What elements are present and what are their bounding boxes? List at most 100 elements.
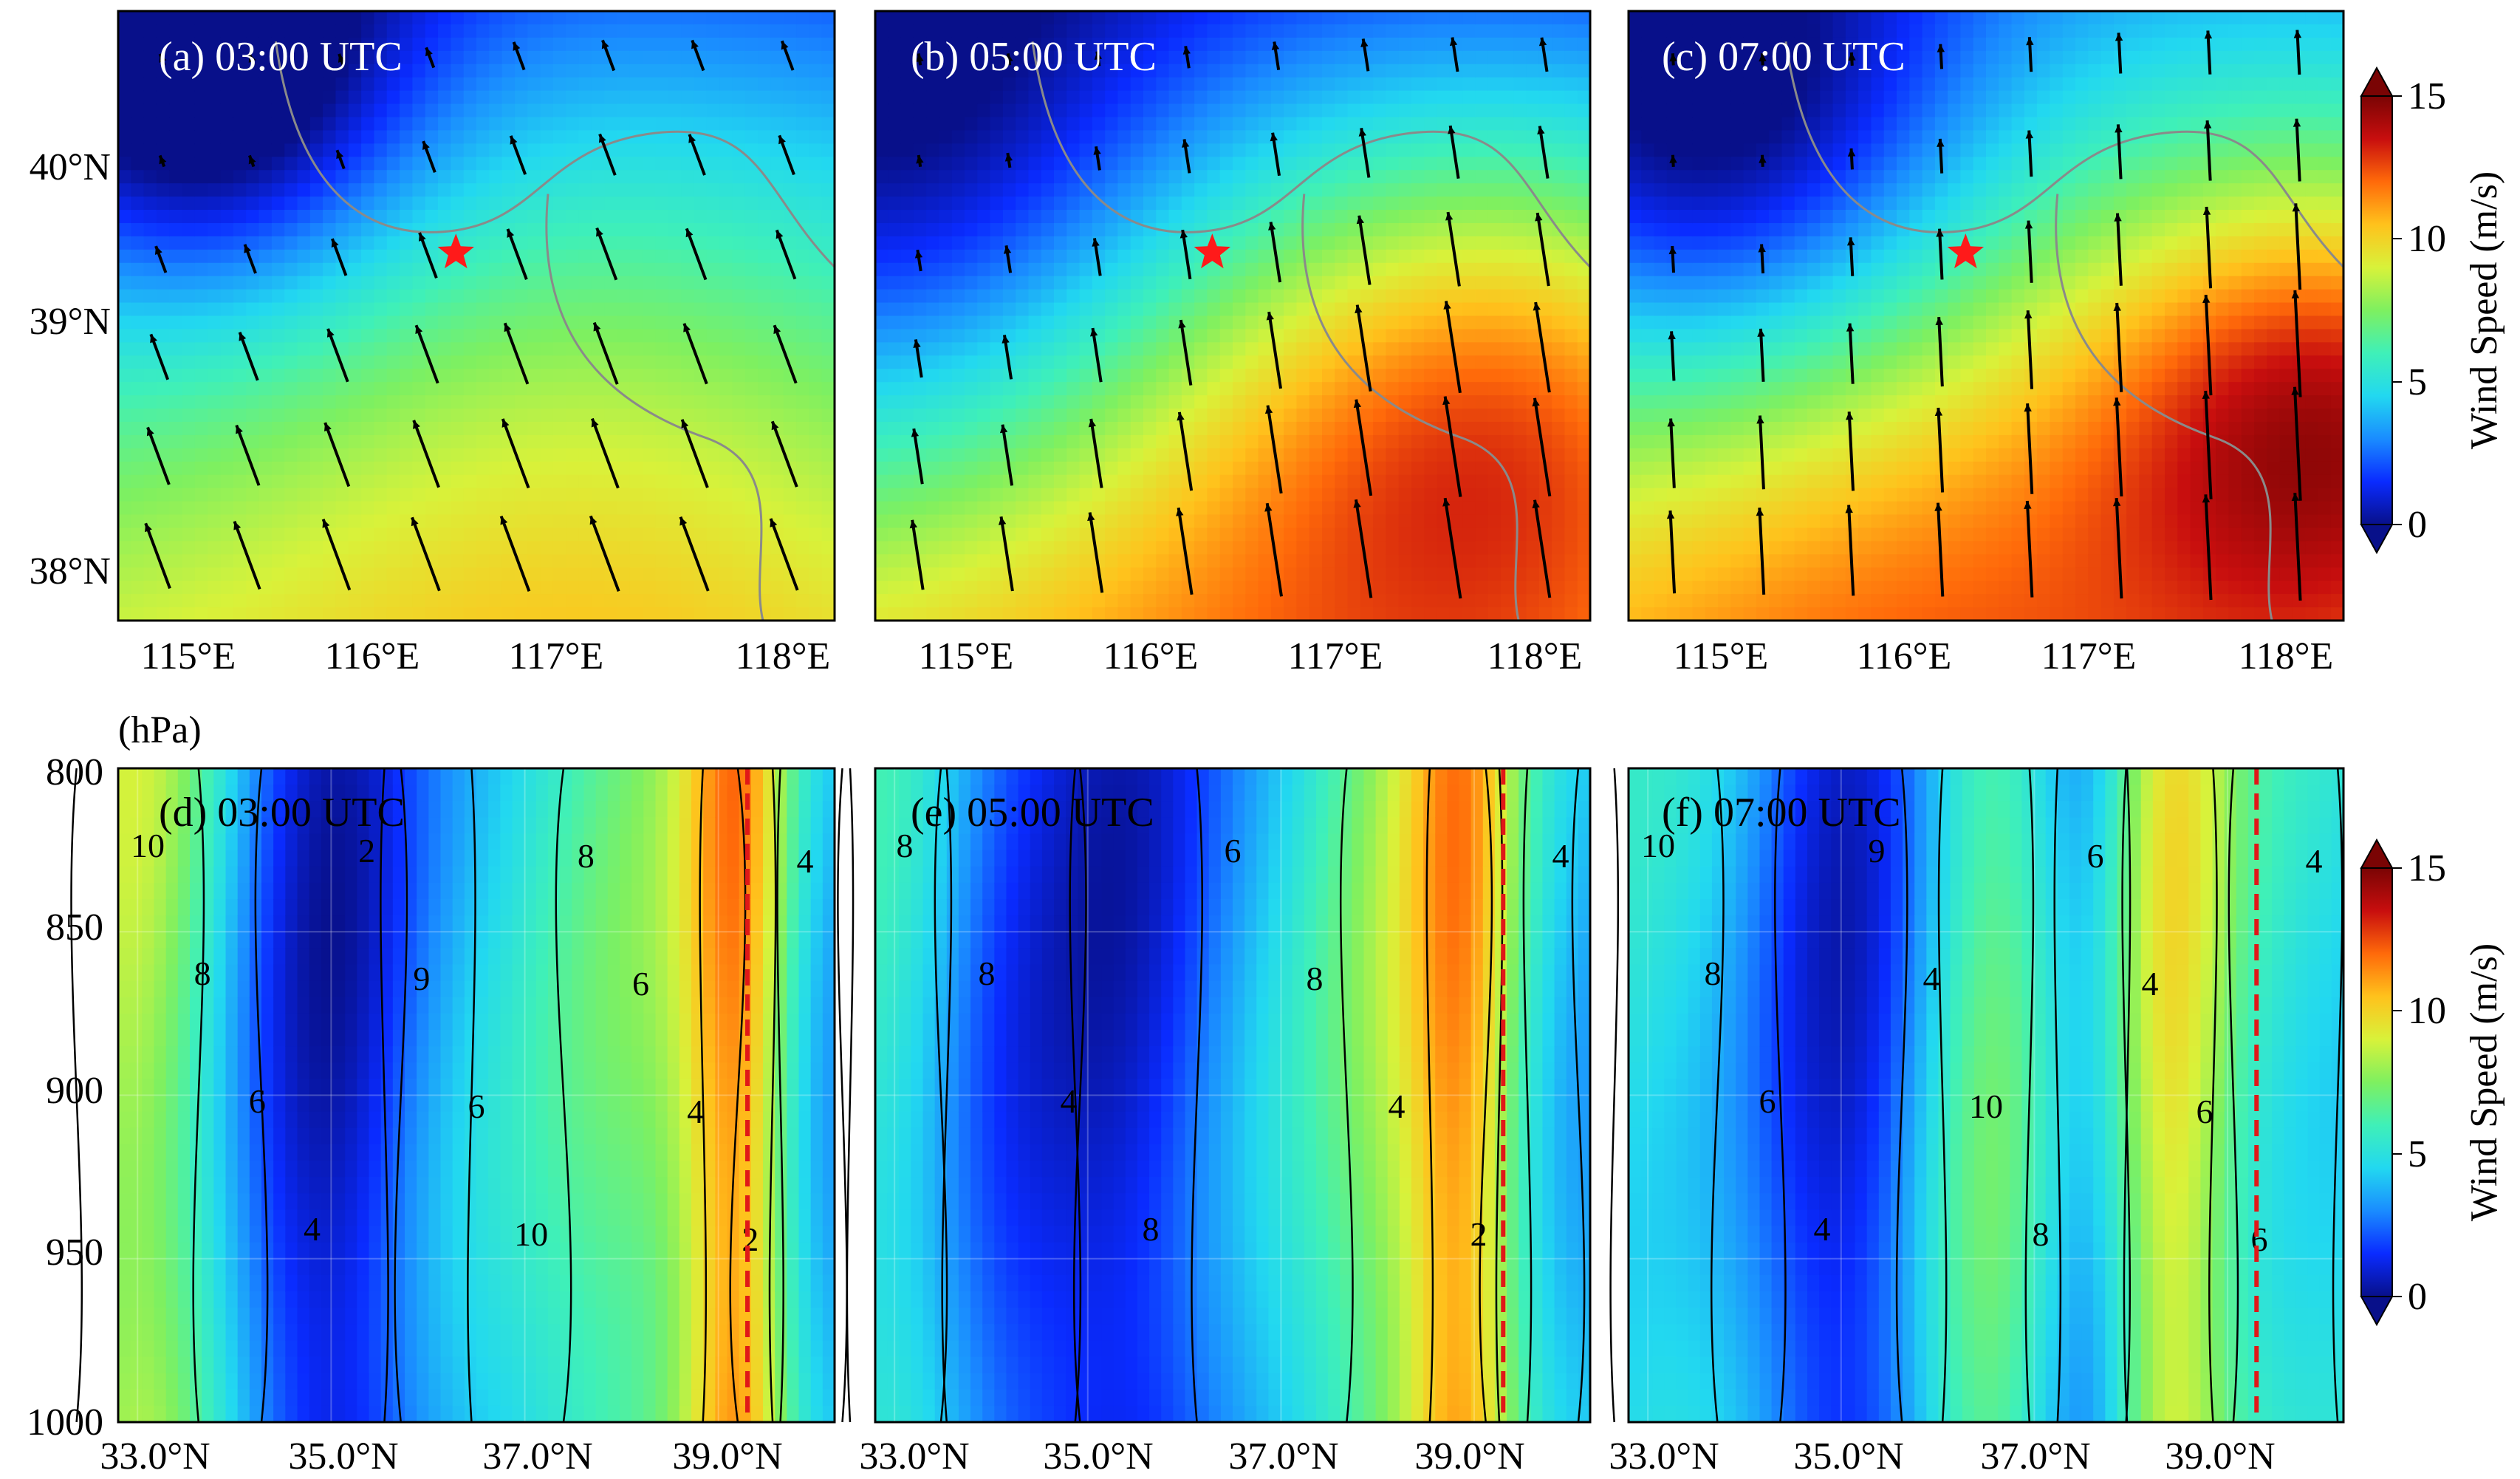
heatmap-cell [335, 527, 349, 542]
heatmap-cell [926, 514, 940, 529]
heatmap-cell [758, 276, 772, 290]
heatmap-cell [1168, 594, 1182, 608]
heatmap-cell [951, 315, 965, 330]
heatmap-cell [1513, 315, 1527, 330]
heatmap-cell [374, 222, 388, 237]
heatmap-cell [118, 249, 132, 264]
heatmap-cell [374, 342, 388, 357]
heatmap-cell [118, 594, 132, 608]
heatmap-cell [208, 501, 222, 516]
heatmap-cell [951, 249, 965, 264]
heatmap-cell [926, 117, 940, 131]
heatmap-cell [1130, 607, 1144, 621]
heatmap-cell [514, 315, 529, 330]
heatmap-cell [1501, 276, 1515, 290]
heatmap-cell [643, 183, 657, 197]
heatmap-cell [131, 342, 145, 357]
heatmap-cell [629, 262, 643, 277]
heatmap-cell [1322, 222, 1336, 237]
heatmap-cell [540, 143, 554, 158]
heatmap-cell [143, 117, 157, 131]
heatmap-cell [258, 117, 273, 131]
heatmap-cell [1156, 236, 1170, 250]
heatmap-cell [156, 170, 171, 184]
heatmap-cell [783, 103, 797, 118]
heatmap-cell [348, 222, 362, 237]
heatmap-cell [501, 448, 516, 462]
heatmap-cell [451, 448, 465, 462]
heatmap-cell [1296, 567, 1310, 581]
heatmap-cell [297, 222, 311, 237]
heatmap-cell [744, 342, 759, 357]
heatmap-cell [208, 143, 222, 158]
heatmap-cell [451, 329, 465, 344]
heatmap-cell [796, 11, 810, 25]
heatmap-cell [182, 501, 196, 516]
heatmap-cell [796, 50, 810, 65]
heatmap-cell [926, 130, 940, 145]
heatmap-cell [939, 329, 953, 344]
heatmap-cell [1475, 594, 1489, 608]
heatmap-cell [1424, 24, 1438, 38]
heatmap-cell [1028, 11, 1042, 25]
heatmap-cell [719, 395, 733, 409]
heatmap-cell [719, 50, 733, 65]
heatmap-cell [668, 117, 682, 131]
heatmap-cell [527, 262, 541, 277]
heatmap-cell [744, 90, 759, 105]
heatmap-cell [374, 554, 388, 569]
heatmap-cell [990, 342, 1004, 357]
heatmap-cell [566, 222, 580, 237]
heatmap-cell [501, 501, 516, 516]
heatmap-cell [1117, 183, 1131, 197]
heatmap-cell [412, 222, 426, 237]
heatmap-cell [284, 11, 298, 25]
heatmap-cell [732, 262, 746, 277]
heatmap-cell [1143, 594, 1157, 608]
heatmap-cell [719, 501, 733, 516]
heatmap-cell [258, 170, 273, 184]
heatmap-cell [208, 434, 222, 449]
heatmap-cell [1347, 474, 1361, 489]
heatmap-cell [169, 276, 183, 290]
heatmap-cell [758, 197, 772, 211]
heatmap-cell [1487, 236, 1502, 250]
heatmap-cell [1156, 382, 1170, 396]
heatmap-cell [1156, 461, 1170, 476]
heatmap-cell [977, 541, 991, 556]
heatmap-cell [1130, 514, 1144, 529]
heatmap-cell [514, 527, 529, 542]
heatmap-cell [990, 329, 1004, 344]
heatmap-cell [1501, 77, 1515, 92]
heatmap-cell [476, 249, 490, 264]
heatmap-cell [118, 448, 132, 462]
heatmap-cell [118, 434, 132, 449]
heatmap-cell [821, 434, 835, 449]
heatmap-cell [451, 369, 465, 383]
heatmap-cell [1513, 448, 1527, 462]
heatmap-cell [233, 594, 247, 608]
heatmap-cell [770, 554, 784, 569]
heatmap-cell [1360, 607, 1374, 621]
heatmap-cell [1424, 382, 1438, 396]
heatmap-cell [335, 434, 349, 449]
heatmap-cell [1105, 157, 1119, 171]
heatmap-cell [540, 541, 554, 556]
heatmap-cell [1284, 143, 1298, 158]
heatmap-cell [668, 488, 682, 502]
heatmap-cell [1156, 262, 1170, 277]
heatmap-cell [1168, 37, 1182, 52]
heatmap-cell [438, 421, 452, 436]
heatmap-cell [451, 315, 465, 330]
heatmap-cell [1233, 488, 1247, 502]
heatmap-cell [1143, 262, 1157, 277]
heatmap-cell [451, 302, 465, 317]
heatmap-cell [1168, 64, 1182, 78]
heatmap-cell [182, 170, 196, 184]
heatmap-cell [681, 170, 695, 184]
heatmap-cell [1335, 395, 1349, 409]
heatmap-cell [1168, 289, 1182, 304]
heatmap-cell [309, 249, 323, 264]
heatmap-cell [335, 170, 349, 184]
heatmap-cell [809, 222, 823, 237]
